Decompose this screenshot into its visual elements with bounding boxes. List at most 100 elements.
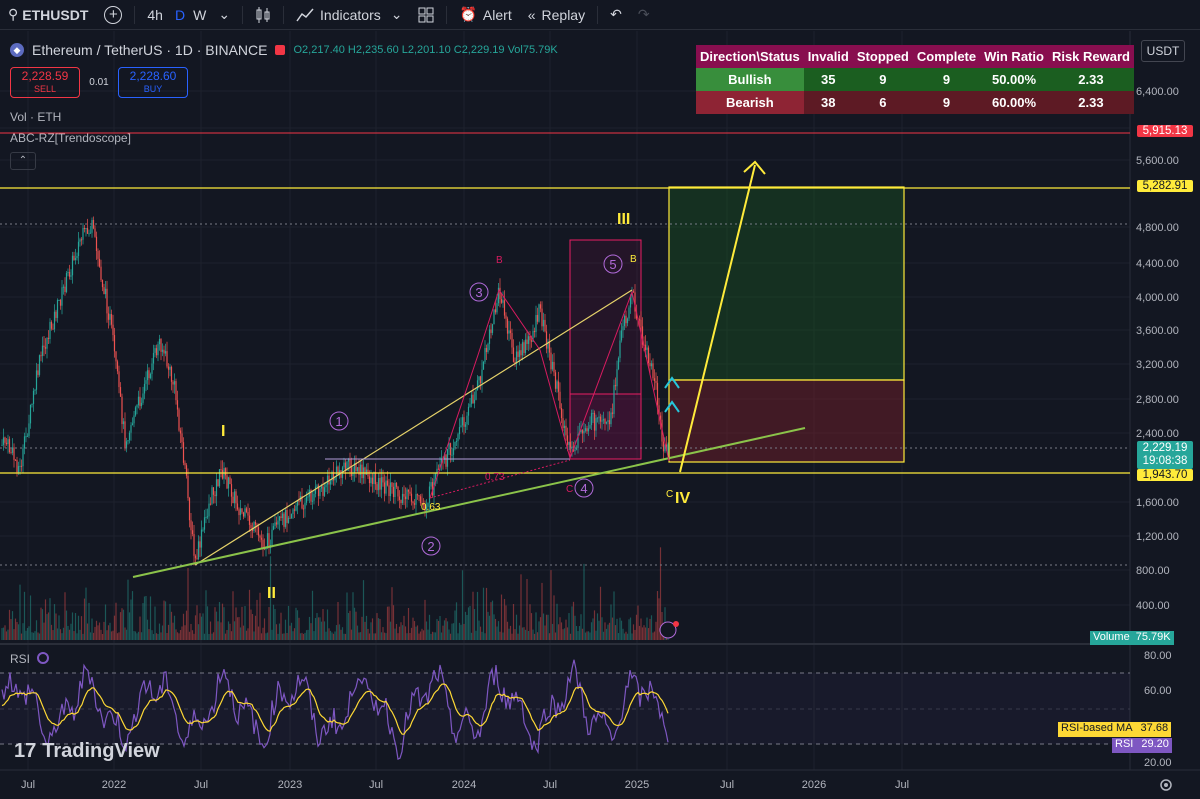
upper-trendline[interactable] — [194, 289, 633, 566]
high-value: H2,235.60 — [347, 44, 399, 56]
candle-body — [421, 503, 423, 505]
wave-circle — [421, 536, 441, 556]
volume-bar — [434, 632, 437, 640]
buy-button[interactable]: 2,228.60 BUY — [118, 67, 188, 98]
symbol-label: ETHUSDT — [22, 6, 89, 23]
candle-body — [53, 311, 56, 330]
volume-bar — [256, 599, 258, 640]
candle-body — [125, 441, 128, 449]
candle-body — [58, 299, 60, 301]
volume-bar — [28, 626, 30, 640]
candle-body — [289, 517, 291, 519]
candle-body — [208, 503, 210, 517]
candle-body — [646, 347, 648, 350]
candle-body — [95, 236, 98, 251]
fib-dotted-line — [429, 459, 571, 499]
candle-body — [454, 441, 456, 449]
price-chart[interactable]: 1 2 3 4 5 B B C C 0.63 0.73 I II III IV … — [0, 31, 1200, 799]
candle-body — [10, 452, 12, 454]
sell-price: 2,228.59 — [21, 69, 69, 83]
candle-body — [592, 412, 594, 414]
volume-bar — [217, 621, 219, 640]
interval-4h[interactable]: 4h — [147, 6, 163, 23]
rsi-axis-label: RSI 29.20 — [1112, 738, 1172, 753]
volume-bar — [179, 630, 182, 640]
volume-bar — [193, 633, 195, 640]
volume-bar — [626, 633, 629, 640]
volume-bar — [593, 610, 596, 640]
projection-arrow[interactable] — [679, 164, 756, 473]
wave-II-label: II — [267, 585, 276, 602]
volume-bar — [467, 607, 470, 640]
wave-IV-label: IV — [675, 490, 690, 507]
indicators-button[interactable]: Indicators ⌄ — [288, 0, 410, 30]
candle-body — [32, 390, 35, 404]
candle-body — [65, 273, 68, 292]
interval-menu[interactable]: ⌄ — [210, 0, 238, 30]
alert-button[interactable]: ⏰ Alert — [451, 0, 519, 30]
interval-d[interactable]: D — [174, 6, 186, 23]
price-axis[interactable]: 6,400.00 5,600.00 4,800.00 4,400.00 4,000.00… — [1136, 86, 1179, 612]
target-zone-box[interactable] — [668, 186, 905, 381]
candle-body — [229, 477, 231, 485]
candle-body — [622, 326, 624, 331]
table-cell: 9 — [912, 68, 981, 91]
volume-bar — [496, 626, 498, 640]
volume-value: Vol75.79K — [507, 44, 558, 56]
candle-body — [626, 318, 629, 324]
candle-body — [154, 348, 156, 353]
volume-bar — [349, 610, 351, 640]
volume-bar — [76, 633, 78, 640]
volume-bar — [596, 613, 599, 640]
volume-bar — [149, 596, 152, 640]
compare-button[interactable]: + — [96, 0, 130, 30]
time-axis[interactable]: Jul 2022 Jul 2023 Jul 2024 Jul 2025 Jul 2026 Jul — [21, 779, 909, 791]
redo-button[interactable]: ↷ — [630, 0, 658, 30]
volume-bar — [481, 631, 483, 640]
settings-gear-icon[interactable] — [1160, 779, 1172, 791]
replay-button[interactable]: « Replay — [520, 0, 593, 30]
candle-body — [107, 313, 110, 320]
abc-indicator-legend[interactable]: ABC-RZ[Trendoscope] — [10, 131, 131, 145]
volume-bar — [562, 629, 564, 640]
rsi-settings-icon[interactable] — [37, 652, 49, 664]
candle-body — [542, 319, 545, 327]
volume-bar — [598, 620, 600, 640]
undo-button[interactable]: ↶ — [602, 0, 630, 30]
candle-body — [562, 418, 564, 429]
candle-body — [260, 537, 263, 540]
candle-body — [82, 228, 84, 240]
volume-bar — [587, 631, 590, 640]
volume-bar — [545, 614, 548, 640]
rsi-indicator-legend[interactable]: RSI — [10, 652, 31, 666]
volume-bar — [278, 623, 281, 640]
lightning-marker-icon[interactable] — [659, 621, 679, 639]
symbol-search[interactable]: ⚲ ETHUSDT — [0, 0, 96, 30]
candle-body — [340, 470, 342, 478]
candle-body — [176, 400, 179, 410]
lower-trendline[interactable] — [132, 427, 806, 578]
volume-bar — [521, 627, 524, 640]
volume-indicator-legend[interactable]: Vol · ETH — [10, 110, 62, 124]
candle-body — [218, 469, 221, 487]
layouts-button[interactable] — [410, 0, 442, 30]
sell-button[interactable]: 2,228.59 SELL — [10, 67, 80, 98]
candle-body — [506, 318, 509, 334]
currency-selector[interactable]: USDT — [1141, 40, 1185, 62]
volume-bar — [37, 632, 39, 640]
chart-type-button[interactable] — [247, 0, 279, 30]
candle-body — [580, 429, 582, 433]
candle-body — [389, 482, 392, 497]
collapse-legend-button[interactable]: ⌃ — [10, 152, 36, 170]
candle-body — [349, 458, 351, 468]
interval-w[interactable]: W — [193, 6, 207, 23]
volume-bar — [2, 627, 5, 640]
volume-bar — [155, 633, 158, 640]
volume-bar — [253, 631, 255, 640]
volume-bar — [536, 632, 539, 640]
tradingview-logo[interactable]: 17 TradingView — [14, 740, 160, 763]
volume-bar — [212, 632, 215, 640]
volume-bar — [239, 627, 242, 640]
volume-bar — [14, 618, 17, 640]
wave-circle — [329, 411, 349, 431]
